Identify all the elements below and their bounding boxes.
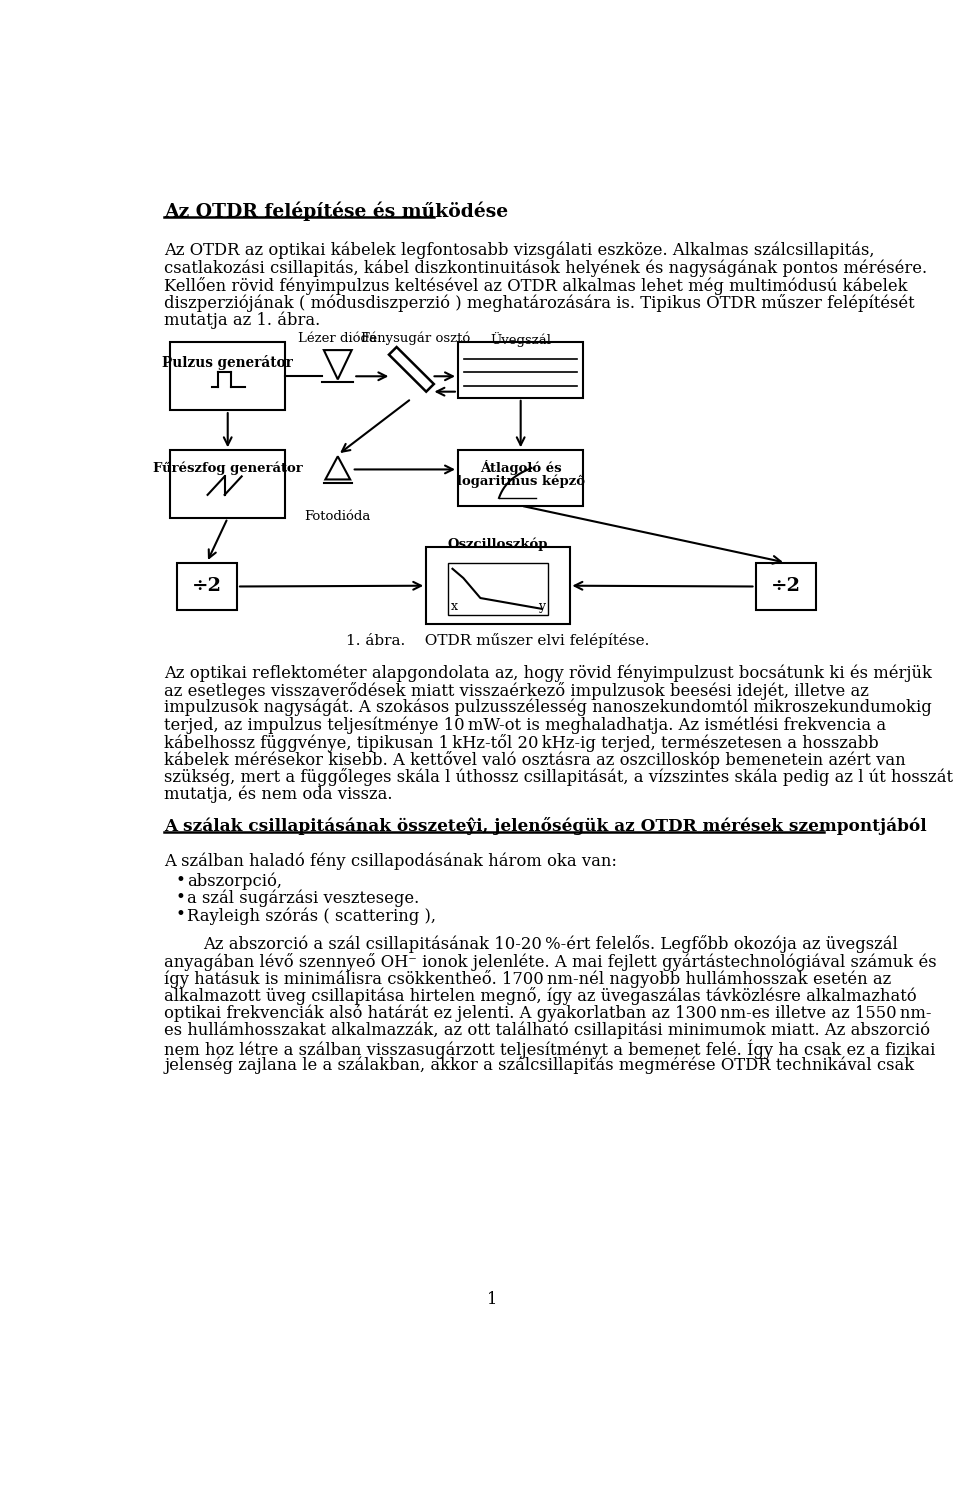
Text: szükség, mert a függőleges skála l úthossz csillapitását, a vízszintes skála ped: szükség, mert a függőleges skála l úthos…: [164, 768, 953, 786]
Bar: [177, 563, 237, 610]
Text: Pulzus generátor: Pulzus generátor: [162, 355, 293, 370]
Bar: [458, 450, 584, 506]
Text: •: •: [175, 872, 185, 889]
Text: mutatja az 1. ábra.: mutatja az 1. ábra.: [164, 311, 321, 329]
Text: kábelek mérésekor kisebb. A kettővel való osztásra az oszcilloskóp bemenetein az: kábelek mérésekor kisebb. A kettővel val…: [164, 751, 906, 770]
Text: 1: 1: [487, 1292, 497, 1308]
Text: •: •: [175, 907, 185, 924]
Text: csatlakozási csillapitás, kábel diszkontinuitások helyének és nagyságának pontos: csatlakozási csillapitás, kábel diszkont…: [164, 260, 927, 276]
Text: jelenség zajlana le a szálakban, akkor a szálcsillapitás megmérése OTDR techniká: jelenség zajlana le a szálakban, akkor a…: [164, 1056, 915, 1074]
Text: az esetleges visszaverődések miatt visszaérkező impulzusok beesési idejét, illet: az esetleges visszaverődések miatt vissz…: [164, 682, 869, 700]
Text: kábelhossz függvénye, tipikusan 1 kHz-től 20 kHz-ig terjed, természetesen a hoss: kábelhossz függvénye, tipikusan 1 kHz-tő…: [164, 733, 879, 751]
Text: Az abszorció a szál csillapitásának 10-20 %-ért felelős. Legfőbb okozója az üveg: Az abszorció a szál csillapitásának 10-2…: [203, 936, 898, 954]
Text: Üvegszál: Üvegszál: [491, 332, 551, 347]
Text: ÷2: ÷2: [192, 578, 222, 596]
Text: •: •: [175, 889, 185, 905]
Text: diszperziójának ( módusdiszperzió ) meghatározására is. Tipikus OTDR műszer felé: diszperziójának ( módusdiszperzió ) megh…: [164, 294, 915, 312]
Text: Az OTDR az optikai kábelek legfontosabb vizsgálati eszköze. Alkalmas szálcsillap: Az OTDR az optikai kábelek legfontosabb …: [164, 241, 875, 260]
Text: anyagában lévő szennyeő OH⁻ ionok jelenléte. A mai fejlett gyártástechnológiával: anyagában lévő szennyeő OH⁻ ionok jelenl…: [164, 952, 937, 970]
Text: y: y: [538, 599, 544, 613]
Text: Fotodióda: Fotodióda: [304, 510, 371, 524]
Text: mutatja, és nem oda vissza.: mutatja, és nem oda vissza.: [164, 786, 393, 803]
Bar: [170, 343, 285, 410]
Text: Fűrészfog generátor: Fűrészfog generátor: [153, 462, 302, 475]
Bar: [458, 343, 584, 398]
Bar: [170, 450, 285, 518]
Text: Lézer dióda: Lézer dióda: [299, 332, 377, 344]
Text: abszorpció,: abszorpció,: [187, 872, 282, 890]
Text: alkalmazott üveg csillapitása hirtelen megnő, így az üvegaszálas távközlésre alk: alkalmazott üveg csillapitása hirtelen m…: [164, 987, 917, 1005]
Text: nem hoz létre a szálban visszasugárzott teljesítményt a bemenet felé. Így ha csa: nem hoz létre a szálban visszasugárzott …: [164, 1040, 936, 1059]
Text: A szálak csillapitásának összeteŷi, jelenőségük az OTDR mérések szempontjából: A szálak csillapitásának összeteŷi, jele…: [164, 816, 926, 834]
Text: Kellően rövid fényimpulzus keltésével az OTDR alkalmas lehet még multimódusú káb: Kellően rövid fényimpulzus keltésével az…: [164, 276, 908, 294]
Text: Átlagoló és: Átlagoló és: [480, 460, 562, 475]
Text: a szál sugárzási vesztesege.: a szál sugárzási vesztesege.: [187, 890, 420, 907]
Text: optikai frekvenciák alsó határát ez jelenti. A gyakorlatban az 1300 nm-es illetv: optikai frekvenciák alsó határát ez jele…: [164, 1005, 931, 1022]
Text: Oszcilloszkóp: Oszcilloszkóp: [447, 539, 548, 551]
Text: Fénysugár osztó: Fénysugár osztó: [361, 332, 469, 346]
Bar: [756, 563, 816, 610]
Bar: [426, 548, 569, 625]
Text: x: x: [451, 599, 458, 613]
Text: Rayleigh szórás ( scattering ),: Rayleigh szórás ( scattering ),: [187, 907, 437, 925]
Text: impulzusok nagyságát. A szokásos pulzusszélesség nanoszekundomtól mikroszekundum: impulzusok nagyságát. A szokásos pulzuss…: [164, 699, 932, 717]
Text: logaritmus képző: logaritmus képző: [457, 474, 585, 487]
Text: ÷2: ÷2: [771, 578, 801, 596]
Text: terjed, az impulzus teljesítménye 10 mW-ot is meghaladhatja. Az ismétlési frekve: terjed, az impulzus teljesítménye 10 mW-…: [164, 717, 886, 733]
Text: Az optikai reflektométer alapgondolata az, hogy rövid fényimpulzust bocsátunk ki: Az optikai reflektométer alapgondolata a…: [164, 664, 932, 682]
Bar: [447, 563, 548, 616]
Text: így hatásuk is minimálisra csökkentheő. 1700 nm-nél nagyobb hullámhosszak esetén: így hatásuk is minimálisra csökkentheő. …: [164, 970, 892, 988]
Text: 1. ábra.    OTDR műszer elvi felépítése.: 1. ábra. OTDR műszer elvi felépítése.: [347, 634, 650, 649]
Text: Az OTDR felépítése és működése: Az OTDR felépítése és működése: [164, 202, 508, 222]
Text: es hullámhosszakat alkalmazzák, az ott található csillapitási minimumok miatt. A: es hullámhosszakat alkalmazzák, az ott t…: [164, 1022, 930, 1040]
Text: A szálban haladó fény csillapodásának három oka van:: A szálban haladó fény csillapodásának há…: [164, 853, 617, 869]
